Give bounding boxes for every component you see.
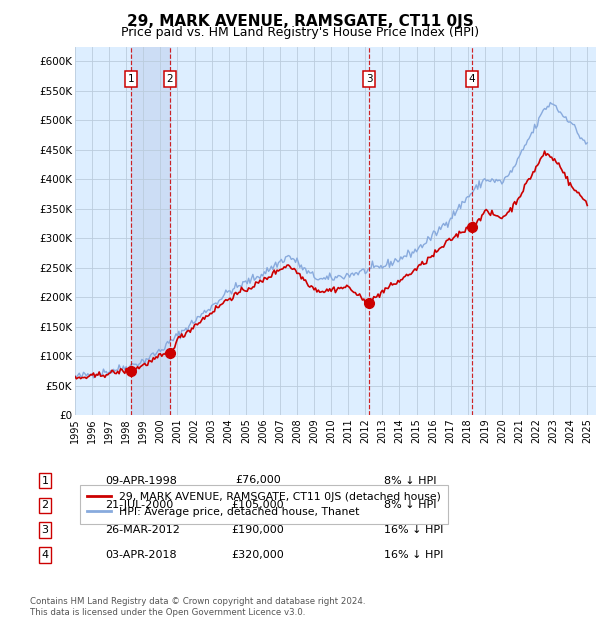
Text: 1: 1 <box>41 476 49 485</box>
Text: £190,000: £190,000 <box>232 525 284 535</box>
Text: 16% ↓ HPI: 16% ↓ HPI <box>384 550 443 560</box>
Text: 4: 4 <box>41 550 49 560</box>
Text: 16% ↓ HPI: 16% ↓ HPI <box>384 525 443 535</box>
Text: £320,000: £320,000 <box>232 550 284 560</box>
Text: Contains HM Land Registry data © Crown copyright and database right 2024.
This d: Contains HM Land Registry data © Crown c… <box>30 598 365 617</box>
Text: £76,000: £76,000 <box>235 476 281 485</box>
Text: 3: 3 <box>366 74 373 84</box>
Text: 2: 2 <box>41 500 49 510</box>
Text: 29, MARK AVENUE, RAMSGATE, CT11 0JS: 29, MARK AVENUE, RAMSGATE, CT11 0JS <box>127 14 473 29</box>
Text: 26-MAR-2012: 26-MAR-2012 <box>105 525 180 535</box>
Text: 1: 1 <box>128 74 134 84</box>
Text: 09-APR-1998: 09-APR-1998 <box>105 476 177 485</box>
Text: 2: 2 <box>166 74 173 84</box>
Text: 3: 3 <box>41 525 49 535</box>
Text: Price paid vs. HM Land Registry's House Price Index (HPI): Price paid vs. HM Land Registry's House … <box>121 26 479 39</box>
Text: 21-JUL-2000: 21-JUL-2000 <box>105 500 173 510</box>
Text: 8% ↓ HPI: 8% ↓ HPI <box>384 476 437 485</box>
Text: 4: 4 <box>469 74 475 84</box>
Bar <box>131 46 170 415</box>
Text: £105,000: £105,000 <box>232 500 284 510</box>
Text: 8% ↓ HPI: 8% ↓ HPI <box>384 500 437 510</box>
Legend: 29, MARK AVENUE, RAMSGATE, CT11 0JS (detached house), HPI: Average price, detach: 29, MARK AVENUE, RAMSGATE, CT11 0JS (det… <box>80 485 448 524</box>
Text: 03-APR-2018: 03-APR-2018 <box>105 550 176 560</box>
